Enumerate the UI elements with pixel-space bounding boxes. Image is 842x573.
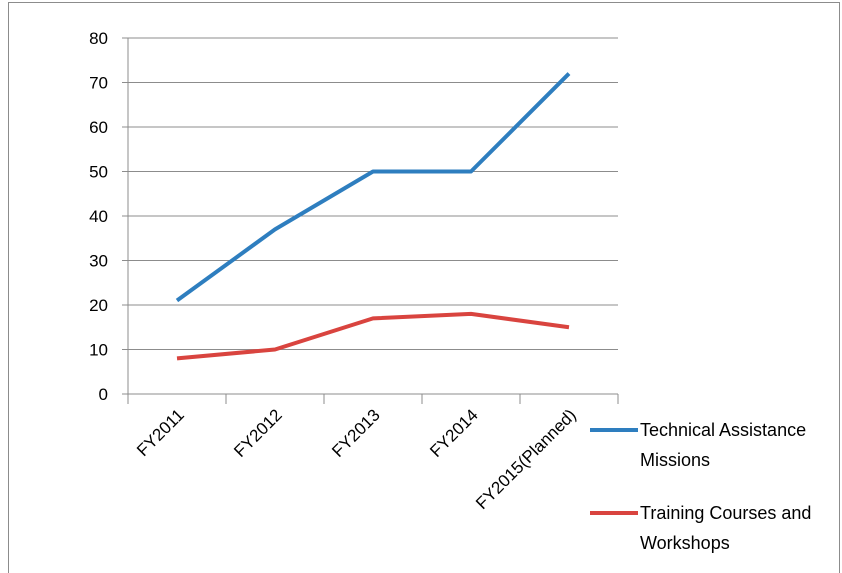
- y-tick-label: 10: [89, 341, 108, 360]
- y-tick-label: 0: [99, 385, 108, 404]
- legend-label: Technical Assistance Missions: [640, 420, 807, 470]
- y-tick-label: 60: [89, 118, 108, 137]
- series-line: [176, 311, 570, 361]
- y-tick-label: 40: [89, 207, 108, 226]
- y-tick-label: 20: [89, 296, 108, 315]
- y-tick-label: 30: [89, 252, 108, 271]
- chart-frame: [8, 2, 840, 573]
- legend-label: Training Courses and Workshops: [640, 503, 812, 553]
- y-tick-label: 80: [89, 29, 108, 48]
- y-tick-label: 70: [89, 74, 108, 93]
- y-tick-label: 50: [89, 163, 108, 182]
- series-line: [175, 72, 571, 303]
